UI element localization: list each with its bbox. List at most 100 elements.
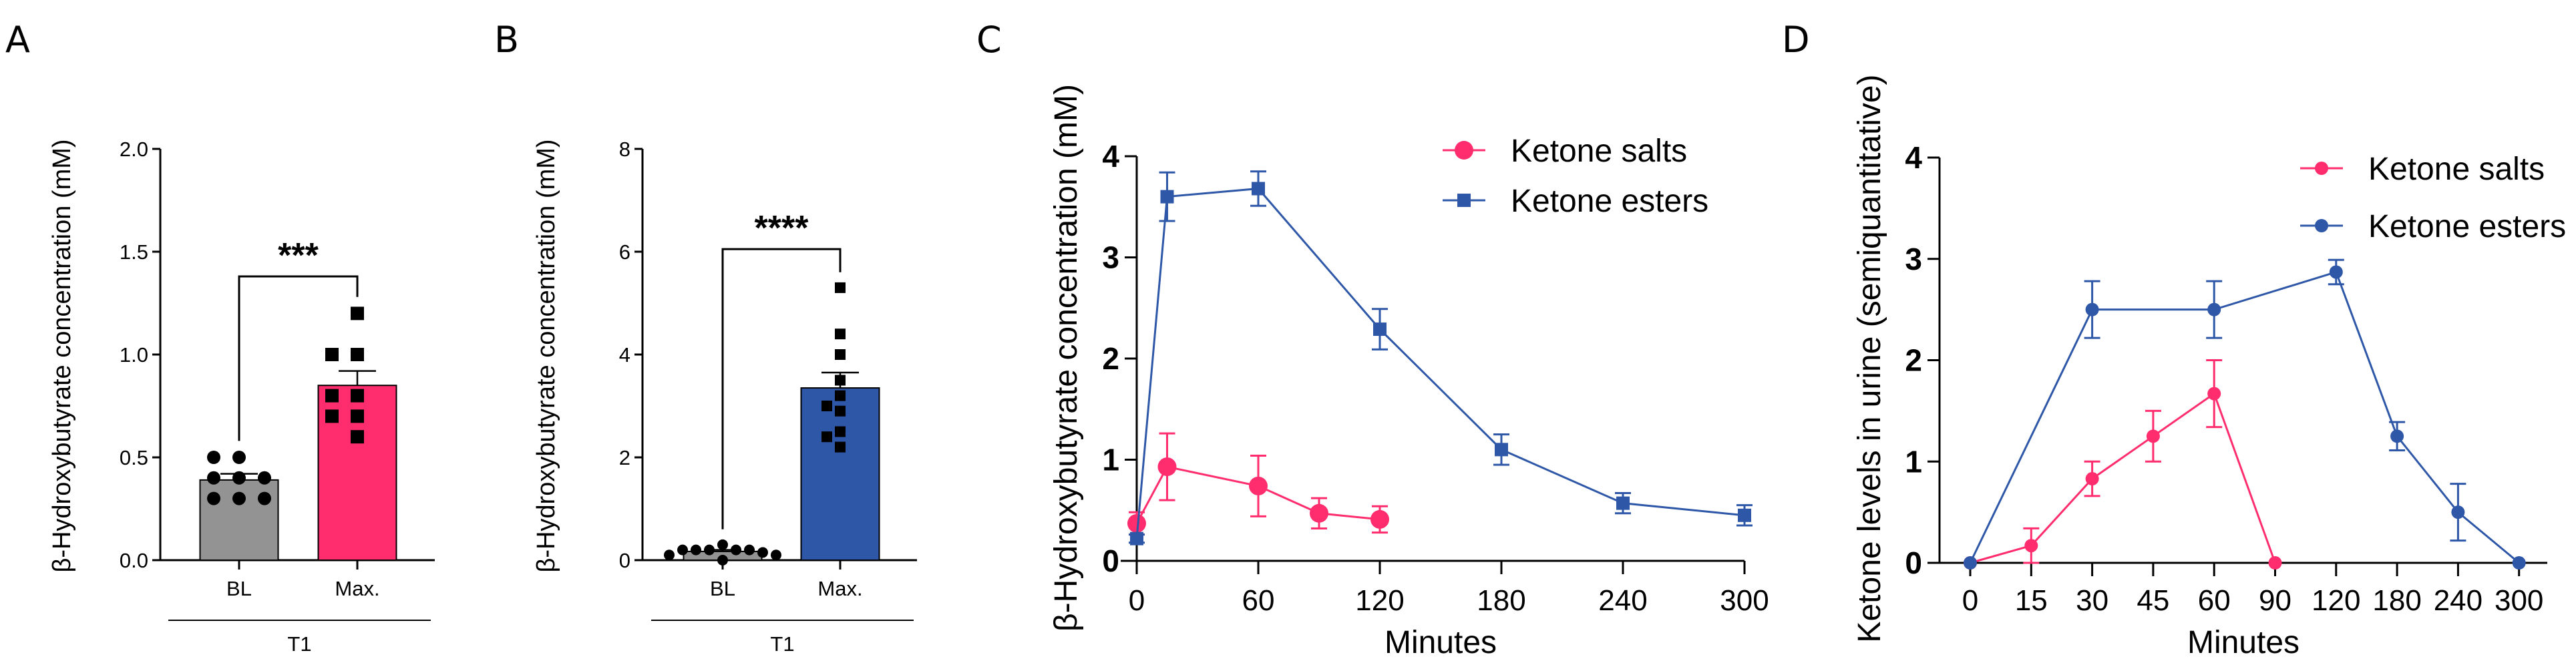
data-point [1616,496,1630,510]
data-point [2512,556,2526,570]
data-point [2390,429,2404,443]
y-tick-label: 1.0 [120,343,148,367]
panel-b: Bβ-Hydroxybutyrate concentration (mM) 0 2 4… [494,19,917,656]
panel-c: Cβ-Hydroxybutyrate concentration (mM) 012… [976,19,1769,660]
x-tick-label: BL [226,577,252,600]
data-point [1249,476,1268,495]
significance-bracket [238,275,359,441]
data-point [2329,265,2343,279]
significance-stars: **** [755,209,809,248]
y-tick-label: 0 [619,549,630,572]
legend-label: Ketone esters [2368,209,2566,244]
legend-label: Ketone salts [1511,134,1687,169]
legend-marker [2315,162,2328,175]
data-point [258,471,271,485]
data-point [771,549,781,561]
x-axis-label: Minutes [2187,625,2299,660]
legend-label: Ketone salts [2368,152,2545,187]
data-point [691,544,701,555]
series-line [1135,187,1745,539]
data-point [351,430,364,444]
series-line [1970,392,2276,564]
data-point [717,539,728,550]
x-tick-label: 240 [1598,584,1647,617]
data-point [704,544,715,555]
data-point [325,389,339,403]
data-point [351,348,364,361]
x-tick-label: 0 [1962,584,1978,617]
data-point [207,471,220,485]
data-point [757,547,768,558]
panel-label: C [976,19,1002,61]
y-axis-label: Ketone levels in urine (semiquantitative… [1852,74,1887,642]
x-tick-label: 300 [2495,584,2543,617]
data-point [821,431,832,443]
y-tick-label: 3 [1905,242,1922,276]
data-point [232,451,246,464]
data-point [2146,429,2160,443]
data-point [835,405,846,417]
y-tick-label: 0 [1102,543,1119,578]
x-tick-label: 300 [1720,584,1769,617]
y-axis-label: β-Hydroxybutyrate concentration (mM) [532,139,560,572]
data-point [1738,508,1751,522]
data-point [2207,302,2221,316]
data-point [2207,387,2221,401]
series-line [1969,270,2520,564]
data-point [835,375,846,386]
series-ketone-salts [1964,359,2282,570]
y-tick-label: 0.0 [120,549,148,572]
x-tick-label: 45 [2137,584,2169,617]
y-tick-label: 0.5 [120,446,148,469]
x-tick-label: Max. [335,577,379,600]
data-point [207,491,220,505]
series-ketone-esters [1964,258,2526,570]
y-axis-label: β-Hydroxybutyrate concentration (mM) [48,139,76,572]
panel-label: D [1782,19,1810,61]
y-tick-label: 4 [619,343,630,367]
legend-item: Ketone salts [1443,134,1687,169]
x-tick-label: 60 [1242,584,1275,617]
x-tick-label: 0 [1129,584,1145,617]
data-point [731,544,741,555]
series-ketone-salts [1127,432,1389,536]
data-point [1495,443,1508,457]
legend-item: Ketone esters [1443,184,1708,219]
data-point [1127,513,1146,533]
data-point [744,544,755,555]
data-point [2085,302,2099,316]
x-tick-label: 180 [2372,584,2421,617]
data-point [207,451,220,464]
data-point [835,328,846,340]
data-point [2268,556,2282,570]
y-tick-label: 3 [1102,240,1119,275]
data-point [351,409,364,423]
y-tick-label: 1.5 [120,240,148,264]
data-point [325,348,339,361]
y-tick-label: 4 [1102,139,1119,174]
y-tick-label: 2.0 [120,138,148,161]
x-tick-label: 30 [2076,584,2108,617]
y-tick-label: 1 [1102,443,1119,477]
legend-marker [2315,219,2328,232]
data-point [835,441,846,453]
x-tick-label: 60 [2198,584,2231,617]
legend-item: Ketone esters [2300,209,2566,244]
data-point [821,401,832,411]
series-ketone-esters [1129,170,1753,545]
group-label: T1 [770,632,794,656]
data-point [677,544,688,555]
data-point [835,349,846,360]
data-point [1310,503,1328,523]
data-point [1160,190,1174,204]
data-point [835,426,846,437]
x-tick-label: 240 [2434,584,2482,617]
data-point [2024,539,2038,553]
group-label: T1 [287,632,311,656]
panel-a: Aβ-Hydroxybutyrate concentration (mM) 0.0… [5,19,435,656]
x-tick-label: Max. [817,577,862,600]
y-tick-label: 1 [1905,444,1922,479]
legend-marker [1457,194,1471,207]
data-point [232,471,246,485]
